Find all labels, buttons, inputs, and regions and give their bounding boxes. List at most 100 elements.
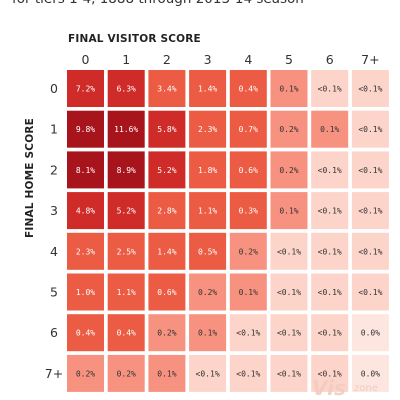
cell-value-label: 0.1% (279, 85, 298, 94)
cell-value-label: 0.2% (76, 369, 95, 378)
x-tick-label: 4 (244, 52, 252, 67)
heatmap-cell (189, 354, 227, 392)
heatmap-cell (148, 110, 186, 148)
heatmap-cell (270, 232, 308, 270)
cell-value-label: <0.1% (358, 288, 382, 297)
cell-value-label: 2.3% (198, 125, 217, 134)
cell-value-label: <0.1% (318, 247, 342, 256)
heatmap-cell (229, 192, 267, 230)
heatmap-cell (229, 314, 267, 352)
heatmap-cell (189, 273, 227, 311)
cell-value-label: 6.3% (117, 85, 136, 94)
cell-value-label: 0.4% (76, 329, 95, 338)
heatmap-cell (311, 232, 349, 270)
heatmap-cell (189, 232, 227, 270)
cell-value-label: 0.1% (239, 288, 258, 297)
heatmap-cell (189, 70, 227, 107)
heatmap-cell (107, 314, 145, 352)
y-tick-label: 3 (50, 203, 58, 218)
heatmap-cell (148, 232, 186, 270)
x-axis-label: FINAL VISITOR SCORE (68, 33, 201, 45)
cell-value-label: 0.2% (157, 329, 176, 338)
heatmap-cell (148, 70, 186, 107)
heatmap-cell (270, 151, 308, 189)
cell-value-label: 0.2% (279, 166, 298, 175)
heatmap-cell (107, 232, 145, 270)
heatmap-cell (311, 110, 349, 148)
cell-value-label: 4.8% (76, 207, 95, 216)
heatmap-cell (67, 192, 104, 230)
cell-value-label: <0.1% (358, 247, 382, 256)
heatmap-cell (148, 354, 186, 392)
heatmap-cell (351, 273, 389, 311)
x-tick-label: 5 (285, 52, 293, 67)
cell-value-label: 5.2% (157, 166, 176, 175)
x-tick-label: 2 (163, 52, 171, 67)
watermark-text-vis: Vis (312, 376, 346, 400)
heatmap-cell (270, 110, 308, 148)
heatmap-cell (270, 354, 308, 392)
y-tick-label: 5 (50, 285, 58, 300)
cell-value-label: 0.4% (117, 329, 136, 338)
cell-value-label: 0.0% (361, 329, 380, 338)
cell-value-label: 8.9% (117, 166, 136, 175)
y-tick-label: 6 (50, 325, 58, 340)
cell-value-label: <0.1% (277, 288, 301, 297)
cell-value-label: <0.1% (318, 166, 342, 175)
heatmap-cell (67, 314, 104, 352)
cell-value-label: 1.4% (157, 247, 176, 256)
cell-value-label: 1.1% (117, 288, 136, 297)
heatmap-cell (148, 273, 186, 311)
cell-value-label: <0.1% (236, 329, 260, 338)
cell-value-label: 0.2% (279, 125, 298, 134)
heatmap-cell (67, 354, 104, 392)
heatmap-cell (229, 110, 267, 148)
cell-value-label: <0.1% (277, 329, 301, 338)
cell-value-label: 0.2% (239, 247, 258, 256)
y-tick-label: 4 (50, 244, 58, 259)
cell-value-label: <0.1% (277, 247, 301, 256)
heatmap-cell (270, 192, 308, 230)
cell-value-label: <0.1% (277, 369, 301, 378)
cell-value-label: <0.1% (358, 166, 382, 175)
heatmap-cell (67, 273, 104, 311)
heatmap-cell (311, 151, 349, 189)
y-tick-label: 0 (50, 81, 58, 96)
heatmap-cell (229, 232, 267, 270)
heatmap-cell (67, 232, 104, 270)
chart-subtitle: for tiers 1-4, 1888 through 2013-14 seas… (12, 0, 400, 8)
heatmap-cell (270, 314, 308, 352)
vizzone-watermark-logo: Vis zone (312, 376, 378, 400)
x-tick-label: 3 (204, 52, 212, 67)
heatmap-cell (107, 151, 145, 189)
cell-value-label: <0.1% (358, 125, 382, 134)
heatmap-cell (351, 232, 389, 270)
cell-value-label: 8.1% (76, 166, 95, 175)
cell-value-label: 0.2% (117, 369, 136, 378)
cell-value-label: 0.1% (157, 369, 176, 378)
heatmap-cell (189, 314, 227, 352)
cell-value-label: 1.0% (76, 288, 95, 297)
x-tick-label: 0 (82, 52, 90, 67)
cell-value-label: 1.1% (198, 207, 217, 216)
cell-value-label: 11.6% (114, 125, 138, 134)
heatmap-cell (107, 192, 145, 230)
heatmap-cell (189, 192, 227, 230)
cell-value-label: <0.1% (318, 207, 342, 216)
cell-value-label: <0.1% (236, 369, 260, 378)
cell-value-label: <0.1% (318, 85, 342, 94)
cell-value-label: 0.0% (361, 369, 380, 378)
heatmap-cell (311, 354, 349, 392)
x-tick-label: 7+ (361, 52, 379, 67)
cell-value-label: 0.3% (239, 207, 258, 216)
x-tick-label: 1 (122, 52, 130, 67)
heatmap-cell (351, 314, 389, 352)
cell-value-label: 5.8% (157, 125, 176, 134)
heatmap-cell (351, 110, 389, 148)
heatmap-cell (351, 354, 389, 392)
heatmap-cell (189, 151, 227, 189)
cell-value-label: 3.4% (157, 85, 176, 94)
cell-value-label: <0.1% (358, 85, 382, 94)
heatmap-cell (148, 151, 186, 189)
cell-value-label: 0.4% (239, 85, 258, 94)
